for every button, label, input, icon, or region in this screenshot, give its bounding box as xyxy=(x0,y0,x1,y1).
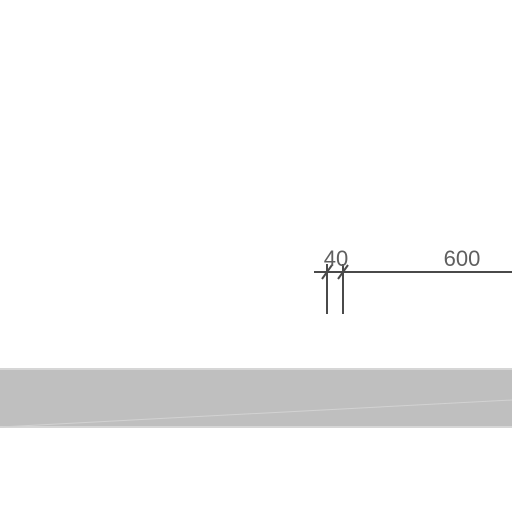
dimension-label-40: 40 xyxy=(324,246,348,271)
dimension-label-600: 600 xyxy=(444,246,481,271)
slab-diagonal-line xyxy=(0,399,512,428)
dimension-tick-right xyxy=(337,264,349,280)
dimension-tick-left xyxy=(321,264,333,280)
slab-band xyxy=(0,368,512,428)
